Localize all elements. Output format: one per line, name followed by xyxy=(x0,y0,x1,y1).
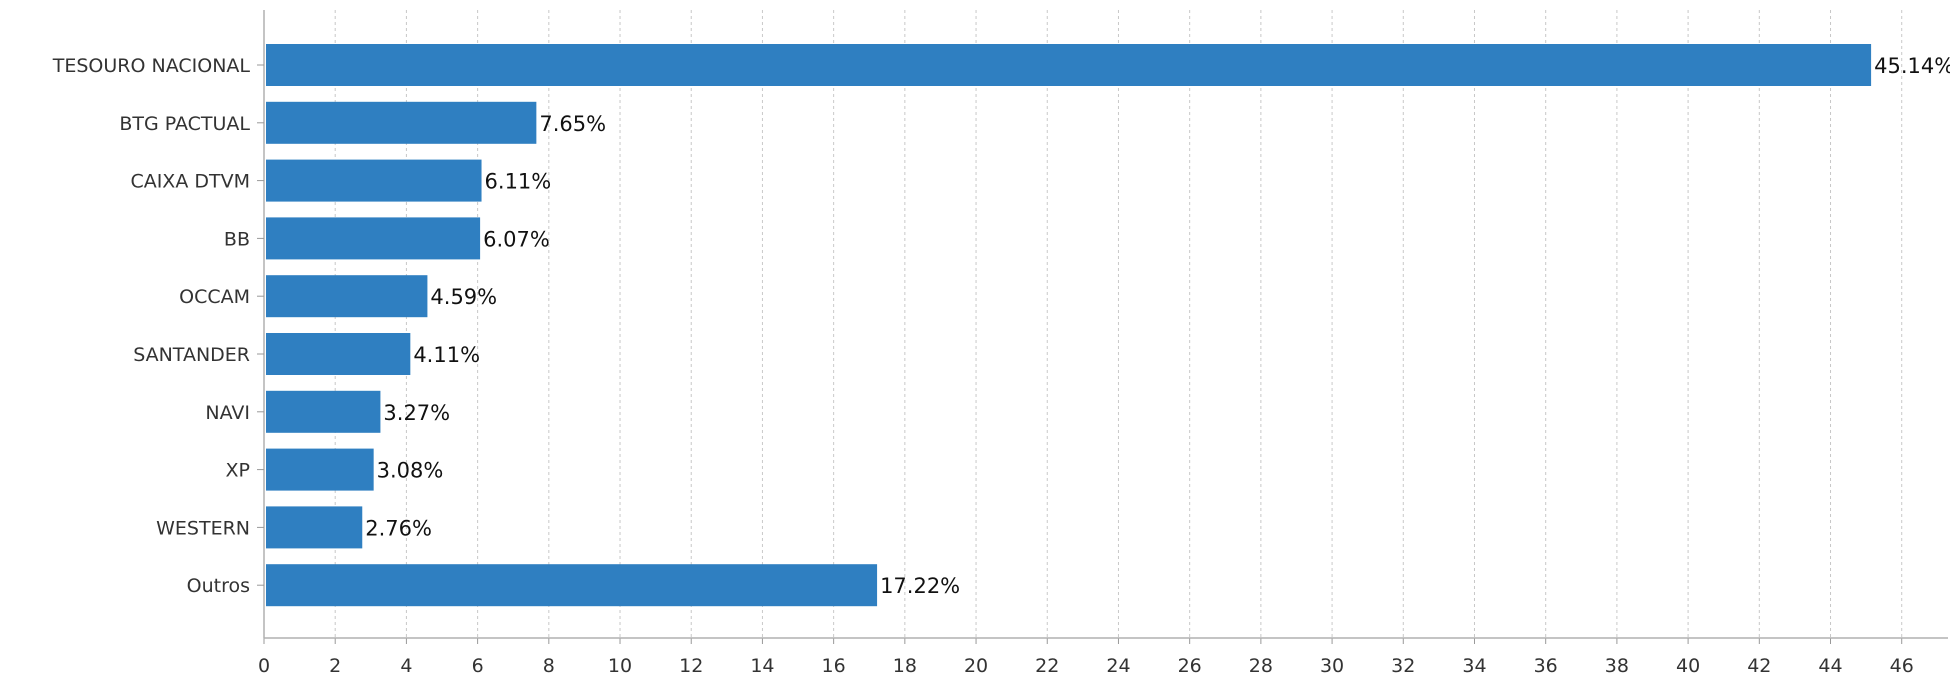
x-tick-label-24: 24 xyxy=(1106,655,1130,677)
bar-bb xyxy=(266,217,481,260)
data-label-navi: 3.27% xyxy=(383,401,450,425)
data-label-xp: 3.08% xyxy=(377,459,444,483)
x-tick-label-26: 26 xyxy=(1178,655,1202,677)
data-labels: 45.14% 7.65% 6.11% 6.07% 4.59% 4.11% 3.27% 3.08… xyxy=(365,54,1950,598)
x-tick-label-42: 42 xyxy=(1747,655,1771,677)
x-tick-label-22: 22 xyxy=(1035,655,1059,677)
x-tick-label-14: 14 xyxy=(750,655,774,677)
bar-outros xyxy=(266,564,878,607)
x-tick-label-46: 46 xyxy=(1890,655,1914,677)
data-label-western: 2.76% xyxy=(365,516,432,540)
category-label-santander: SANTANDER xyxy=(133,344,250,366)
x-tick-label-4: 4 xyxy=(400,655,412,677)
data-label-santander: 4.11% xyxy=(413,343,480,367)
gridlines xyxy=(334,10,1903,638)
data-label-occam: 4.59% xyxy=(430,285,497,309)
category-label-western: WESTERN xyxy=(156,517,250,539)
bar-navi xyxy=(266,390,381,433)
data-label-caixa-dtvm: 6.11% xyxy=(485,170,552,194)
bar-caixa-dtvm xyxy=(266,159,482,202)
x-tick-label-0: 0 xyxy=(258,655,270,677)
category-label-caixa-dtvm: CAIXA DTVM xyxy=(130,171,250,193)
category-label-navi: NAVI xyxy=(205,402,250,424)
bar-occam xyxy=(266,275,428,318)
x-tick-label-44: 44 xyxy=(1818,655,1842,677)
axes xyxy=(257,10,1948,644)
category-label-tesouro-nacional: TESOURO NACIONAL xyxy=(52,55,251,77)
x-tick-label-36: 36 xyxy=(1534,655,1558,677)
bar-xp xyxy=(266,448,374,491)
x-tick-label-6: 6 xyxy=(472,655,484,677)
x-tick-label-16: 16 xyxy=(822,655,846,677)
x-tick-label-18: 18 xyxy=(893,655,917,677)
x-tick-label-10: 10 xyxy=(608,655,632,677)
bar-western xyxy=(266,506,363,549)
data-label-outros: 17.22% xyxy=(880,574,960,598)
x-tick-label-28: 28 xyxy=(1249,655,1273,677)
x-tick-label-20: 20 xyxy=(964,655,988,677)
x-tick-label-34: 34 xyxy=(1462,655,1486,677)
bar-btg-pactual xyxy=(266,101,537,144)
category-label-occam: OCCAM xyxy=(179,286,250,308)
category-label-xp: XP xyxy=(226,460,250,482)
bar-santander xyxy=(266,333,411,375)
x-tick-label-12: 12 xyxy=(679,655,703,677)
category-label-bb: BB xyxy=(224,228,250,250)
x-tick-label-38: 38 xyxy=(1605,655,1629,677)
bar-tesouro-nacional xyxy=(266,44,1872,86)
category-label-outros: Outros xyxy=(187,575,250,597)
category-labels: TESOURO NACIONAL BTG PACTUAL CAIXA DTVM BB O… xyxy=(52,55,251,597)
data-label-btg-pactual: 7.65% xyxy=(539,112,606,136)
data-label-bb: 6.07% xyxy=(483,227,550,251)
x-tick-label-30: 30 xyxy=(1320,655,1344,677)
bars xyxy=(266,44,1872,607)
data-label-tesouro-nacional: 45.14% xyxy=(1874,54,1950,78)
category-label-btg-pactual: BTG PACTUAL xyxy=(119,113,250,135)
x-tick-label-2: 2 xyxy=(329,655,341,677)
x-tick-label-40: 40 xyxy=(1676,655,1700,677)
x-tick-labels: 0 2 4 6 8 10 12 14 16 18 20 22 24 26 28 30 32 34 36 38 40 42 4… xyxy=(258,655,1914,677)
x-tick-label-32: 32 xyxy=(1391,655,1415,677)
x-tick-label-8: 8 xyxy=(543,655,555,677)
